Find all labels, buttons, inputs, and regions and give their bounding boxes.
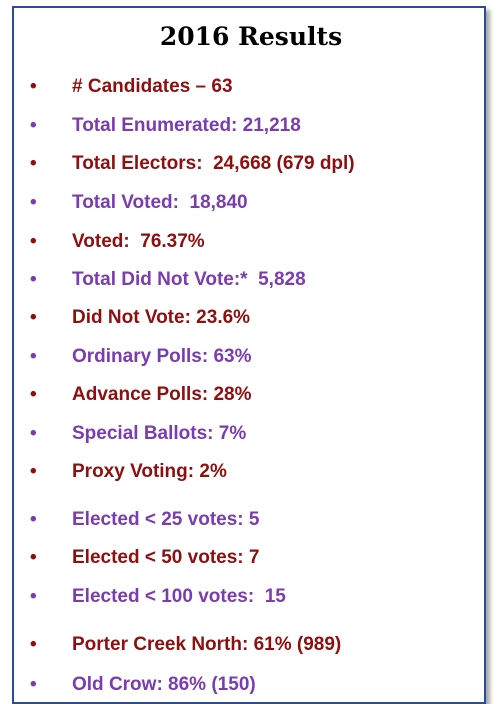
bullet: • [30,509,37,530]
item-text: # Candidates – 63 [72,76,233,97]
bullet: • [30,153,37,174]
item-text: Elected < 100 votes: 15 [72,586,286,607]
bullet: • [30,674,37,695]
item-text: Total Electors: 24,668 (679 dpl) [72,153,355,174]
item-text: Elected < 25 votes: 5 [72,509,260,530]
item-text: Proxy Voting: 2% [72,461,227,482]
bullet: • [30,115,37,136]
bullet: • [30,634,37,655]
bullet: • [30,269,37,290]
slide-frame: 2016 Results • # Candidates – 63 • Total En… [12,6,486,704]
bullet: • [30,76,37,97]
bullet: • [30,384,37,405]
item-text: Total Voted: 18,840 [72,192,248,213]
title: 2016 Results [159,22,343,51]
item-text: Ordinary Polls: 63% [72,346,252,367]
item-text: Porter Creek North: 61% (989) [72,634,342,655]
item-text: Total Enumerated: 21,218 [72,115,301,136]
bullet: • [30,461,37,482]
bullet: • [30,423,37,444]
item-text: Elected < 50 votes: 7 [72,547,260,568]
item-text: Old Crow: 86% (150) [72,674,256,695]
bullet: • [30,307,37,328]
bullet: • [30,586,37,607]
bullet: • [30,231,37,252]
item-text: Total Did Not Vote:* 5,828 [72,269,306,290]
bullet: • [30,192,37,213]
bullet: • [30,346,37,367]
item-text: Did Not Vote: 23.6% [72,307,251,328]
bullet: • [30,547,37,568]
item-text: Special Ballots: 7% [72,423,247,444]
item-text: Advance Polls: 28% [72,384,252,405]
item-text: Voted: 76.37% [72,231,205,252]
